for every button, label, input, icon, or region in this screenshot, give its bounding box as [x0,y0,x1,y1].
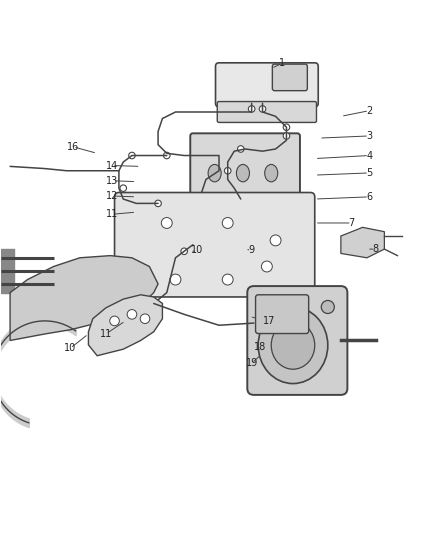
Text: 4: 4 [366,150,372,160]
Ellipse shape [321,301,334,313]
Ellipse shape [224,167,231,174]
Text: 13: 13 [106,176,119,186]
Polygon shape [341,228,385,258]
Text: 9: 9 [249,245,255,255]
Ellipse shape [163,152,170,159]
Ellipse shape [283,124,290,131]
Ellipse shape [131,261,142,272]
Text: 19: 19 [246,358,258,368]
FancyBboxPatch shape [272,64,307,91]
Ellipse shape [237,146,244,152]
Text: 10: 10 [191,245,203,255]
Ellipse shape [222,217,233,229]
Ellipse shape [140,314,150,324]
FancyBboxPatch shape [255,295,309,334]
Text: 5: 5 [366,168,372,178]
Text: 7: 7 [349,218,355,228]
Text: 11: 11 [106,209,119,219]
Text: 12: 12 [106,191,119,201]
FancyBboxPatch shape [247,286,347,395]
Ellipse shape [258,307,328,384]
FancyBboxPatch shape [217,102,317,123]
FancyBboxPatch shape [190,133,300,221]
Ellipse shape [222,274,233,285]
Ellipse shape [161,217,172,229]
Ellipse shape [259,106,266,112]
Ellipse shape [170,274,181,285]
FancyBboxPatch shape [115,192,315,297]
Ellipse shape [120,185,127,191]
Ellipse shape [127,310,137,319]
Ellipse shape [283,133,290,139]
Ellipse shape [270,235,281,246]
Text: 11: 11 [100,329,112,339]
Ellipse shape [271,321,315,369]
Ellipse shape [110,316,119,326]
Text: 8: 8 [373,244,379,254]
Text: 3: 3 [366,131,372,141]
Text: 17: 17 [263,316,275,326]
Ellipse shape [248,106,255,112]
Ellipse shape [237,165,250,182]
Text: 1: 1 [279,58,285,68]
Ellipse shape [181,248,187,255]
Ellipse shape [155,200,161,207]
Polygon shape [88,295,162,356]
Polygon shape [10,256,158,341]
Text: 6: 6 [366,192,372,202]
Ellipse shape [265,165,278,182]
Ellipse shape [129,152,135,159]
Text: 10: 10 [64,343,76,353]
Text: 16: 16 [67,142,79,152]
FancyBboxPatch shape [215,63,318,107]
Ellipse shape [261,261,272,272]
Text: 18: 18 [254,342,266,352]
Text: 14: 14 [106,160,119,171]
Text: 2: 2 [366,106,372,116]
Ellipse shape [208,165,221,182]
